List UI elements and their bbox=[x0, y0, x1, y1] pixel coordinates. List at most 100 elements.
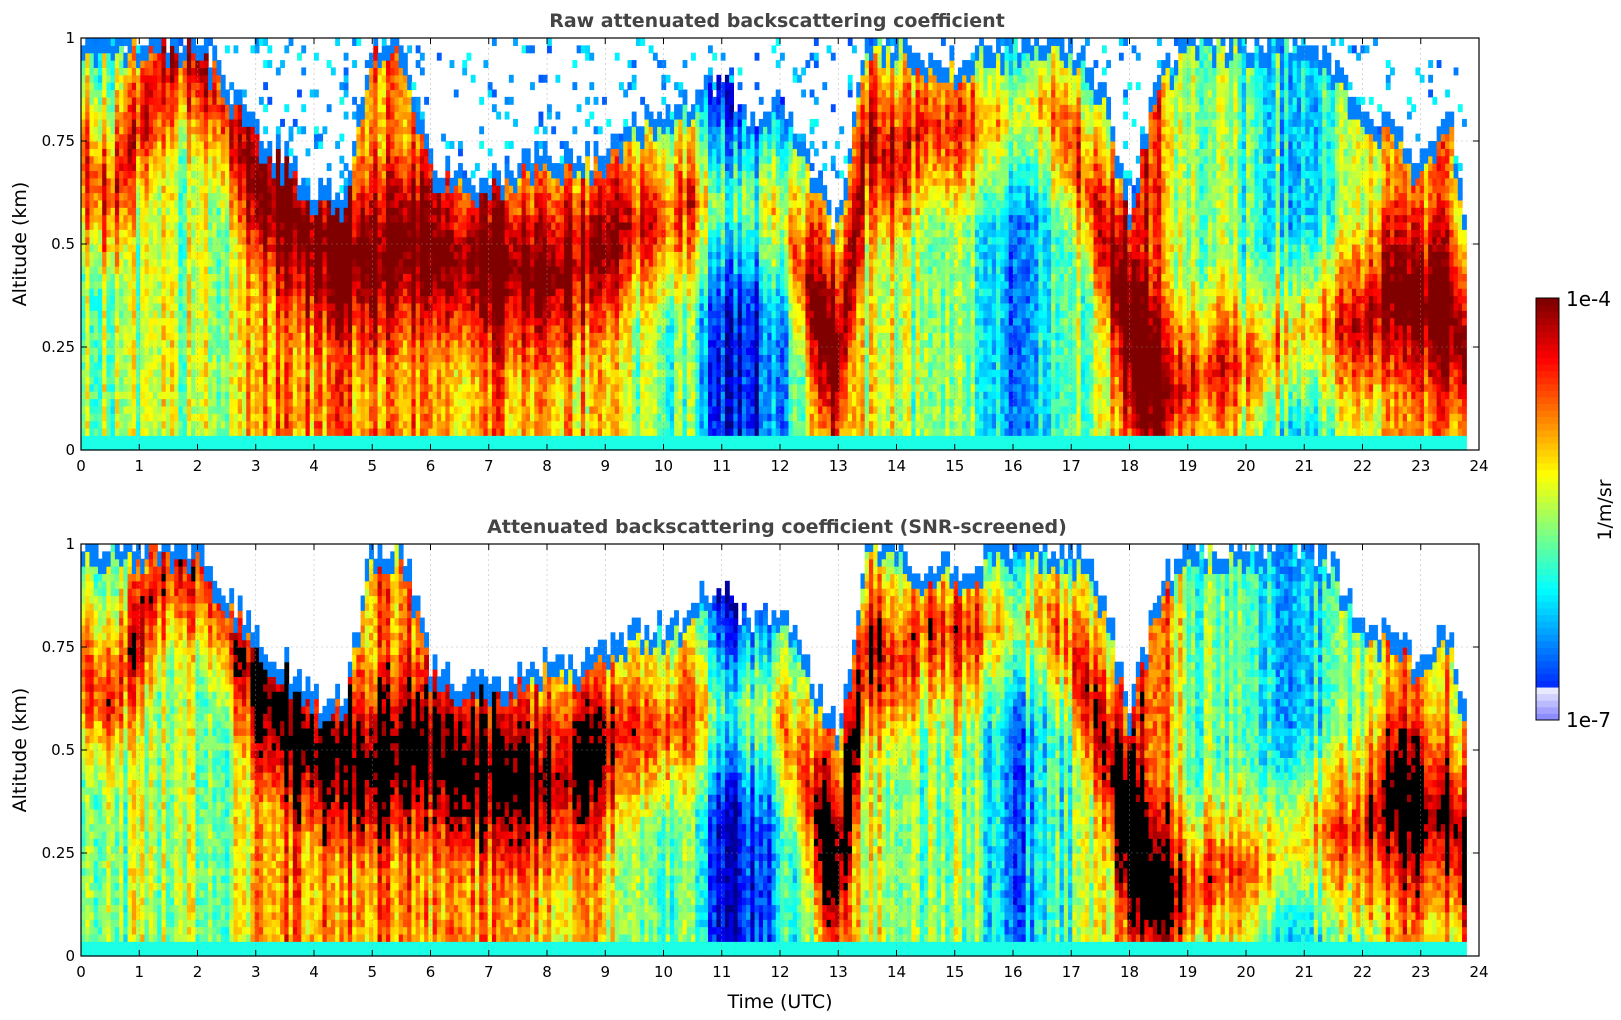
heatmap-cell bbox=[204, 428, 209, 436]
heatmap-cell bbox=[89, 384, 94, 392]
heatmap-cell bbox=[145, 148, 150, 156]
heatmap-cell bbox=[115, 200, 120, 208]
heatmap-cell bbox=[187, 266, 192, 274]
heatmap-cell bbox=[140, 288, 145, 296]
heatmap-cell bbox=[200, 281, 205, 289]
heatmap-cell bbox=[149, 222, 154, 230]
heatmap-cell bbox=[94, 259, 99, 267]
heatmap-cell bbox=[102, 53, 107, 61]
heatmap-cell bbox=[106, 288, 111, 296]
heatmap-cell bbox=[204, 229, 209, 237]
heatmap-cell bbox=[178, 421, 183, 429]
heatmap-cell bbox=[208, 97, 213, 105]
heatmap-cell bbox=[157, 53, 162, 61]
heatmap-cell bbox=[153, 362, 158, 370]
heatmap-cell bbox=[166, 134, 171, 142]
heatmap-cell bbox=[195, 119, 200, 127]
heatmap-cell bbox=[187, 141, 192, 149]
heatmap-cell bbox=[161, 421, 166, 429]
heatmap-cell bbox=[225, 148, 230, 156]
heatmap-cell bbox=[89, 215, 94, 223]
heatmap-cell bbox=[212, 376, 217, 384]
heatmap-cell bbox=[153, 237, 158, 245]
heatmap-cell bbox=[183, 384, 188, 392]
heatmap-cell bbox=[212, 193, 217, 201]
heatmap-cell bbox=[191, 170, 196, 178]
heatmap-cell bbox=[81, 53, 86, 61]
heatmap-cell bbox=[115, 376, 120, 384]
heatmap-cell bbox=[149, 134, 154, 142]
heatmap-cell bbox=[221, 303, 226, 311]
heatmap-cell bbox=[153, 318, 158, 326]
heatmap-cell bbox=[140, 156, 145, 164]
heatmap-cell bbox=[221, 288, 226, 296]
heatmap-cell bbox=[145, 207, 150, 215]
heatmap-cell bbox=[161, 273, 166, 281]
heatmap-cell bbox=[204, 112, 209, 120]
heatmap-cell bbox=[208, 119, 213, 127]
heatmap-cell bbox=[153, 251, 158, 259]
heatmap-cell bbox=[119, 318, 124, 326]
heatmap-cell bbox=[98, 178, 103, 186]
heatmap-cell bbox=[191, 229, 196, 237]
heatmap-cell bbox=[170, 97, 175, 105]
heatmap-cell bbox=[204, 53, 209, 61]
heatmap-cell bbox=[94, 156, 99, 164]
heatmap-cell bbox=[166, 325, 171, 333]
heatmap-cell bbox=[200, 170, 205, 178]
heatmap-cell bbox=[123, 126, 128, 134]
heatmap-cell bbox=[89, 90, 94, 98]
heatmap-cell bbox=[191, 428, 196, 436]
heatmap-cell bbox=[98, 318, 103, 326]
heatmap-cell bbox=[128, 185, 133, 193]
heatmap-cell bbox=[89, 119, 94, 127]
heatmap-cell bbox=[94, 406, 99, 414]
heatmap-cell bbox=[217, 406, 222, 414]
heatmap-cell bbox=[85, 112, 90, 120]
heatmap-cell bbox=[123, 207, 128, 215]
heatmap-cell bbox=[221, 347, 226, 355]
heatmap-cell bbox=[208, 244, 213, 252]
heatmap-cell bbox=[115, 60, 120, 68]
heatmap-cell bbox=[170, 134, 175, 142]
heatmap-cell bbox=[128, 222, 133, 230]
heatmap-cell bbox=[212, 222, 217, 230]
heatmap-cell bbox=[183, 376, 188, 384]
heatmap-cell bbox=[106, 421, 111, 429]
heatmap-cell bbox=[102, 347, 107, 355]
heatmap-cell bbox=[102, 318, 107, 326]
heatmap-cell bbox=[187, 303, 192, 311]
heatmap-cell bbox=[157, 207, 162, 215]
heatmap-cell bbox=[119, 399, 124, 407]
heatmap-cell bbox=[136, 229, 141, 237]
heatmap-cell bbox=[123, 325, 128, 333]
heatmap-cell bbox=[85, 53, 90, 61]
heatmap-cell bbox=[136, 421, 141, 429]
heatmap-cell bbox=[111, 119, 116, 127]
heatmap-cell bbox=[204, 90, 209, 98]
heatmap-cell bbox=[94, 251, 99, 259]
heatmap-cell bbox=[204, 251, 209, 259]
heatmap-cell bbox=[111, 200, 116, 208]
heatmap-cell bbox=[98, 45, 103, 53]
heatmap-cell bbox=[85, 310, 90, 318]
heatmap-cell bbox=[119, 391, 124, 399]
heatmap-cell bbox=[119, 193, 124, 201]
heatmap-cell bbox=[225, 340, 230, 348]
heatmap-cell bbox=[153, 303, 158, 311]
heatmap-cell bbox=[111, 384, 116, 392]
heatmap-cell bbox=[81, 178, 86, 186]
heatmap-cell bbox=[204, 310, 209, 318]
heatmap-cell bbox=[89, 193, 94, 201]
heatmap-cell bbox=[217, 134, 222, 142]
heatmap-cell bbox=[170, 354, 175, 362]
heatmap-cell bbox=[81, 193, 86, 201]
heatmap-cell bbox=[183, 156, 188, 164]
heatmap-cell bbox=[208, 421, 213, 429]
heatmap-cell bbox=[94, 296, 99, 304]
heatmap-cell bbox=[161, 303, 166, 311]
heatmap-cell bbox=[187, 421, 192, 429]
heatmap-cell bbox=[161, 406, 166, 414]
heatmap-cell bbox=[183, 273, 188, 281]
heatmap-cell bbox=[81, 303, 86, 311]
